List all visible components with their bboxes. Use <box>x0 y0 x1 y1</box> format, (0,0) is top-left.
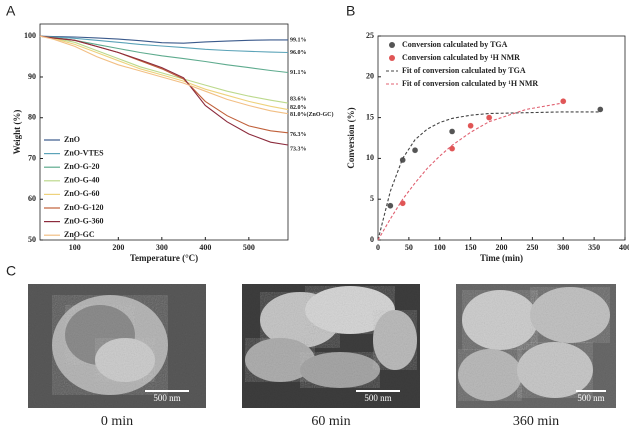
end-label: 83.6% <box>290 96 307 102</box>
legend-swatch <box>389 55 395 61</box>
legend-label: ZnO-G-40 <box>64 176 100 185</box>
end-label: 91.1% <box>290 70 307 76</box>
sem-image: 500 nm <box>28 284 206 408</box>
image-caption: 0 min <box>101 414 133 429</box>
data-point <box>467 122 474 129</box>
end-label: 81.0%(ZnO-GC) <box>290 111 334 118</box>
panel-label: A <box>6 3 16 19</box>
sem-image: 500 nm <box>456 284 616 408</box>
x-tick-label: 300 <box>156 243 168 252</box>
x-tick-label: 250 <box>526 243 538 252</box>
x-tick-label: 300 <box>557 243 569 252</box>
scale-bar-label: 500 nm <box>153 393 180 403</box>
series-line <box>39 35 289 111</box>
y-tick-label: 100 <box>24 31 36 40</box>
sem-image: 500 nm <box>242 284 420 408</box>
data-point <box>387 202 394 209</box>
data-point <box>411 147 419 154</box>
scale-bar-label: 500 nm <box>364 393 391 403</box>
y-tick-label: 60 <box>28 194 36 203</box>
legend-label: ZnO-G-120 <box>64 203 104 212</box>
plot-frame <box>39 23 289 241</box>
x-tick-label: 100 <box>69 243 81 252</box>
end-label: 82.0% <box>290 105 307 111</box>
series-line <box>39 35 289 134</box>
legend-label: Conversion calculated by TGA <box>402 40 508 49</box>
series-line <box>39 35 289 115</box>
scale-bar-label: 500 nm <box>577 393 604 403</box>
y-tick-label: 20 <box>366 72 374 81</box>
x-axis-title: Temperature (°C) <box>130 253 198 263</box>
y-axis-title: Weight (%) <box>12 110 22 155</box>
series-line <box>39 35 289 104</box>
y-tick-label: 70 <box>28 153 36 162</box>
series-line <box>39 35 289 74</box>
legend-label: ZnO <box>64 135 80 144</box>
legend-label: Fit of conversion calculated by TGA <box>402 66 526 75</box>
legend-label: ZnO-G-60 <box>64 189 100 198</box>
legend-label: Fit of conversion calculated by ¹H NMR <box>402 79 538 88</box>
end-label: 96.0% <box>290 50 307 56</box>
x-axis-title: Time (min) <box>480 253 523 263</box>
legend-label: ZnO-VTES <box>64 148 104 157</box>
data-point <box>448 145 456 152</box>
image-caption: 360 min <box>513 414 559 429</box>
x-tick-label: 400 <box>199 243 211 252</box>
legend-label: Conversion calculated by ¹H NMR <box>402 53 520 62</box>
y-tick-label: 80 <box>28 113 36 122</box>
y-tick-label: 10 <box>366 153 374 162</box>
y-tick-label: 90 <box>28 72 36 81</box>
x-tick-label: 400 <box>619 243 629 252</box>
x-tick-label: 0 <box>376 243 380 252</box>
data-point <box>485 114 493 121</box>
legend-label: ZnO-G-360 <box>64 216 104 225</box>
x-tick-label: 100 <box>434 243 446 252</box>
x-tick-label: 200 <box>112 243 124 252</box>
data-point <box>448 128 456 135</box>
end-label: 73.3% <box>290 146 307 152</box>
x-tick-label: 500 <box>243 243 255 252</box>
series-line <box>377 111 601 241</box>
x-tick-label: 200 <box>496 243 508 252</box>
image-caption: 60 min <box>311 414 350 429</box>
series-line <box>39 35 289 146</box>
legend-label: ZnO-G-20 <box>64 162 100 171</box>
x-tick-label: 150 <box>465 243 477 252</box>
y-tick-label: 25 <box>366 31 374 40</box>
legend-swatch <box>389 42 395 48</box>
y-tick-label: 15 <box>366 112 374 121</box>
y-tick-label: 5 <box>370 194 374 203</box>
y-tick-label: 50 <box>28 235 36 244</box>
y-axis-title: Conversion (%) <box>346 107 356 168</box>
end-label: 76.3% <box>290 132 307 138</box>
series-line <box>39 35 288 44</box>
panel-label: C <box>6 263 16 279</box>
x-tick-label: 350 <box>588 243 600 252</box>
data-point <box>399 200 406 207</box>
y-tick-label: 0 <box>370 235 374 244</box>
series-line <box>39 35 289 54</box>
panel-label: B <box>346 3 355 19</box>
data-point <box>597 106 604 113</box>
end-label: 99.1% <box>290 37 307 43</box>
legend-label: ZnO-GC <box>64 230 95 239</box>
x-tick-label: 50 <box>405 243 413 252</box>
